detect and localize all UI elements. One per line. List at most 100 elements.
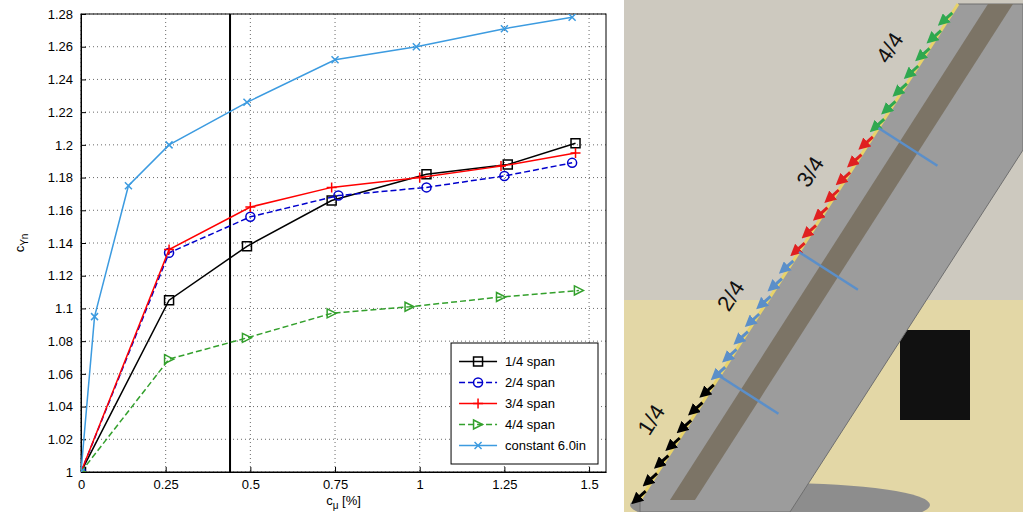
- y-tick-label: 1.2: [55, 138, 73, 153]
- series-point: [91, 313, 98, 320]
- actuator-slot: [670, 4, 1013, 500]
- series-point: [571, 148, 581, 158]
- y-tick: 1.08: [48, 334, 86, 349]
- legend-marker: [473, 399, 483, 409]
- model-schematic: 1/42/43/44/4: [624, 0, 1023, 512]
- y-tick-label: 1.24: [48, 72, 73, 87]
- y-tick-label: 1.18: [48, 170, 73, 185]
- series-point: [497, 292, 506, 301]
- jet-arrow: [920, 48, 930, 57]
- y-tick-mark: [81, 243, 86, 244]
- y-tick-label: 1.02: [48, 432, 73, 447]
- jet-arrow: [908, 66, 918, 75]
- x-tick-label: 1.5: [581, 477, 599, 492]
- series-point: [332, 56, 339, 63]
- series-point: [164, 245, 174, 255]
- y-tick-label: 1.1: [55, 301, 73, 316]
- y-tick: 1.04: [48, 399, 86, 414]
- series-point: [243, 99, 250, 106]
- y-grid-line: [81, 177, 606, 178]
- y-grid-line: [81, 341, 606, 342]
- y-tick-label: 1.26: [48, 39, 73, 54]
- legend-line: [459, 382, 497, 384]
- x-tick: 0.25: [154, 467, 179, 492]
- y-axis-title: cYn: [12, 234, 30, 253]
- y-tick: 1.14: [48, 236, 86, 251]
- series-point: [125, 182, 132, 189]
- plot-marks: [81, 14, 583, 472]
- jet-arrow: [647, 473, 657, 482]
- legend-label: 1/4 span: [505, 354, 555, 369]
- series-point: [242, 242, 251, 251]
- legend-line: [459, 361, 497, 363]
- jet-arrow: [704, 385, 714, 394]
- legend-item: 3/4 span: [459, 396, 555, 411]
- wing-edge: [640, 4, 958, 500]
- x-tick: 0.5: [242, 467, 260, 492]
- jet-arrow: [863, 137, 873, 146]
- jet-arrow: [670, 438, 680, 447]
- y-tick-mark: [81, 47, 86, 48]
- jet-arrow: [851, 155, 861, 164]
- section-divider: [799, 252, 858, 290]
- y-tick: 1.28: [48, 7, 86, 22]
- y-grid-line: [81, 79, 606, 80]
- jet-arrow: [715, 367, 725, 376]
- x-tick: 1: [417, 467, 424, 492]
- x-tick: 1.5: [581, 467, 599, 492]
- series-point: [415, 173, 425, 183]
- series-point: [246, 212, 255, 221]
- legend-marker: [474, 420, 483, 429]
- jet-arrow: [874, 119, 884, 128]
- series-point: [568, 158, 577, 167]
- grid: [81, 14, 606, 472]
- series-point: [413, 43, 420, 50]
- legend-box: [451, 343, 598, 464]
- y-tick-mark: [81, 145, 86, 146]
- legend-label: 3/4 span: [505, 396, 555, 411]
- legend-marker: [474, 357, 483, 366]
- canvas: 00.250.50.7511.251.511.021.041.061.081.1…: [0, 0, 1023, 512]
- y-tick: 1.16: [48, 203, 86, 218]
- jet-arrow: [658, 456, 668, 465]
- y-grid-line: [81, 112, 606, 113]
- y-tick-label: 1.12: [48, 268, 73, 283]
- series-point: [496, 161, 506, 171]
- y-tick-mark: [81, 341, 86, 342]
- series-point: [500, 171, 509, 180]
- section-divider: [879, 128, 938, 166]
- y-grid-line: [81, 144, 606, 145]
- series-point: [81, 469, 85, 473]
- jet-arrow: [761, 296, 771, 305]
- jet-arrow: [931, 31, 941, 40]
- y-axis: 1 1.02 1.04 1.06 1.08 1.1 1.12 1.14 1.16 1.18 1.2 1…: [48, 7, 86, 480]
- tspan-part: Yn: [19, 234, 30, 246]
- photo-background: [624, 0, 1023, 512]
- jet-arrow: [795, 243, 805, 252]
- series-point: [405, 302, 414, 311]
- jet-arrow: [806, 225, 816, 234]
- x-tick-mark: [250, 467, 251, 472]
- section-divider: [720, 376, 779, 414]
- legend-item: 2/4 span: [459, 375, 555, 390]
- series-point: [327, 182, 337, 192]
- y-tick-label: 1.04: [48, 399, 73, 414]
- series-point: [569, 14, 576, 21]
- y-tick: 1.26: [48, 39, 86, 54]
- y-tick-label: 1.16: [48, 203, 73, 218]
- y-tick-mark: [81, 210, 86, 211]
- legend-item: 1/4 span: [459, 354, 555, 369]
- jet-arrow: [840, 172, 850, 181]
- y-tick-label: 1.14: [48, 236, 73, 251]
- y-tick-label: 1.06: [48, 367, 73, 382]
- y-grid-line: [81, 210, 606, 211]
- series-point: [422, 183, 431, 192]
- jet-arrow: [829, 190, 839, 199]
- y-tick: 1.24: [48, 72, 86, 87]
- jet-arrow: [727, 349, 737, 358]
- reference-line: [229, 14, 231, 472]
- y-tick: 1.22: [48, 105, 86, 120]
- x-tick-label: 0: [78, 477, 85, 492]
- series-point: [574, 286, 583, 295]
- y-tick-label: 1: [66, 465, 73, 480]
